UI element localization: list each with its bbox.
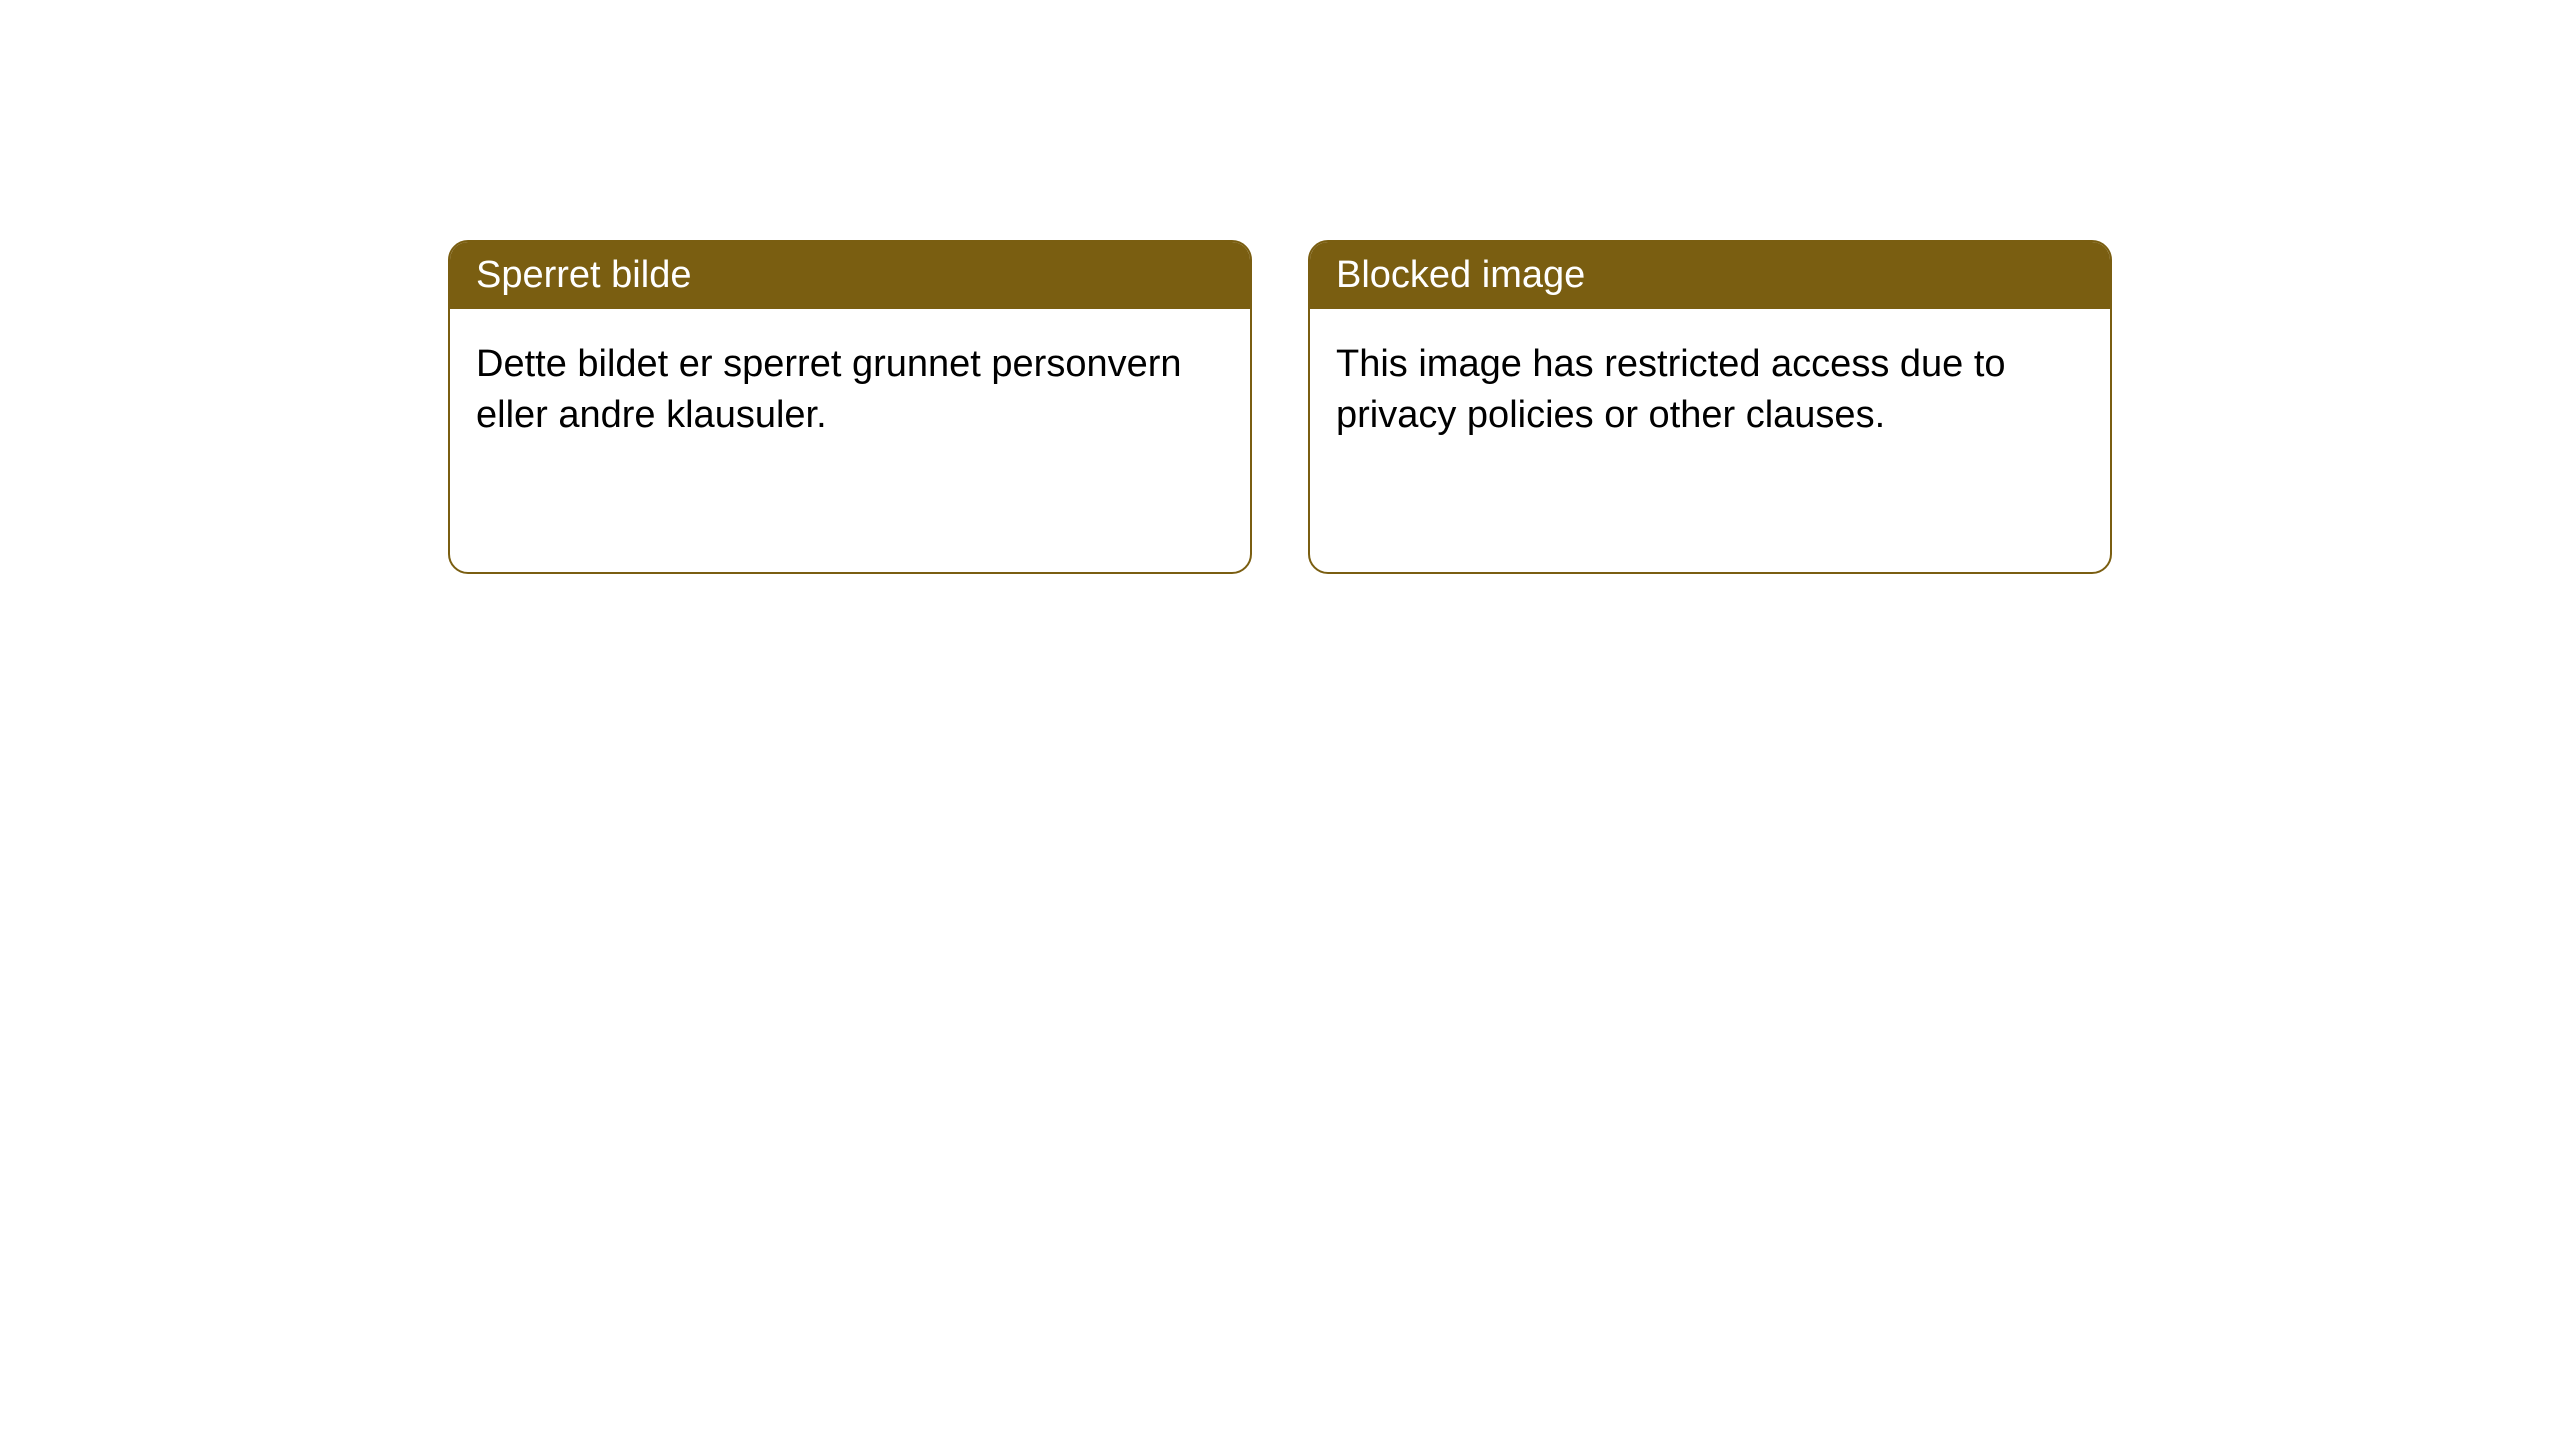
card-title-en: Blocked image <box>1310 242 2110 309</box>
card-title-no: Sperret bilde <box>450 242 1250 309</box>
card-body-no: Dette bildet er sperret grunnet personve… <box>450 309 1250 472</box>
notice-cards-container: Sperret bilde Dette bildet er sperret gr… <box>448 240 2112 574</box>
blocked-image-card-no: Sperret bilde Dette bildet er sperret gr… <box>448 240 1252 574</box>
blocked-image-card-en: Blocked image This image has restricted … <box>1308 240 2112 574</box>
card-body-en: This image has restricted access due to … <box>1310 309 2110 472</box>
